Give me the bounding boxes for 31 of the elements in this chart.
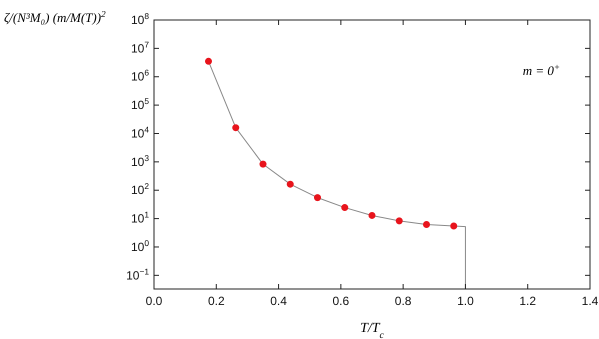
x-tick-label: 0.2 xyxy=(208,294,225,308)
x-tick-label: 0.6 xyxy=(332,294,350,308)
point xyxy=(260,160,266,168)
point xyxy=(368,212,376,219)
x-tick-label: 1.2 xyxy=(519,294,536,308)
x-tick-label: 0.8 xyxy=(394,294,412,308)
y-tick-label: 10$^{4}$ xyxy=(130,124,150,140)
x-tick-label: 1.4 xyxy=(582,294,599,308)
y-tick-label: 10$^{6}$ xyxy=(130,68,150,84)
y-tick-label: 10$^{5}$ xyxy=(130,96,150,112)
y-tick-label: 10$^{0}$ xyxy=(130,238,150,254)
point xyxy=(205,58,212,65)
y-tick-label: 10$^{8}$ xyxy=(130,11,150,27)
x-tick-label: 1.0 xyxy=(457,294,474,308)
point xyxy=(232,124,240,132)
y-tick-label: 10$^{2}$ xyxy=(130,181,150,198)
point xyxy=(423,220,430,228)
y-tick-label: 10$^{3}$ xyxy=(130,152,150,169)
annotation: m = 0$^{+}$ xyxy=(522,62,560,78)
y-axis-title: ζ/(N³M₀) (m/M(T))$^{2}$ xyxy=(4,9,106,25)
point xyxy=(286,180,294,188)
y-tick-label: 10$^{7}$ xyxy=(130,39,150,56)
point xyxy=(450,222,458,230)
point xyxy=(314,194,321,202)
x-axis-title: T/T$_{c}$ xyxy=(360,321,385,339)
point xyxy=(341,204,348,212)
x-tick-label: 0.0 xyxy=(146,294,163,308)
x-tick-label: 0.4 xyxy=(270,294,288,308)
y-tick-label: 10$^{1}$ xyxy=(130,210,150,226)
point xyxy=(396,217,403,224)
y-tick-label: 10$^{−1}$ xyxy=(126,266,150,282)
